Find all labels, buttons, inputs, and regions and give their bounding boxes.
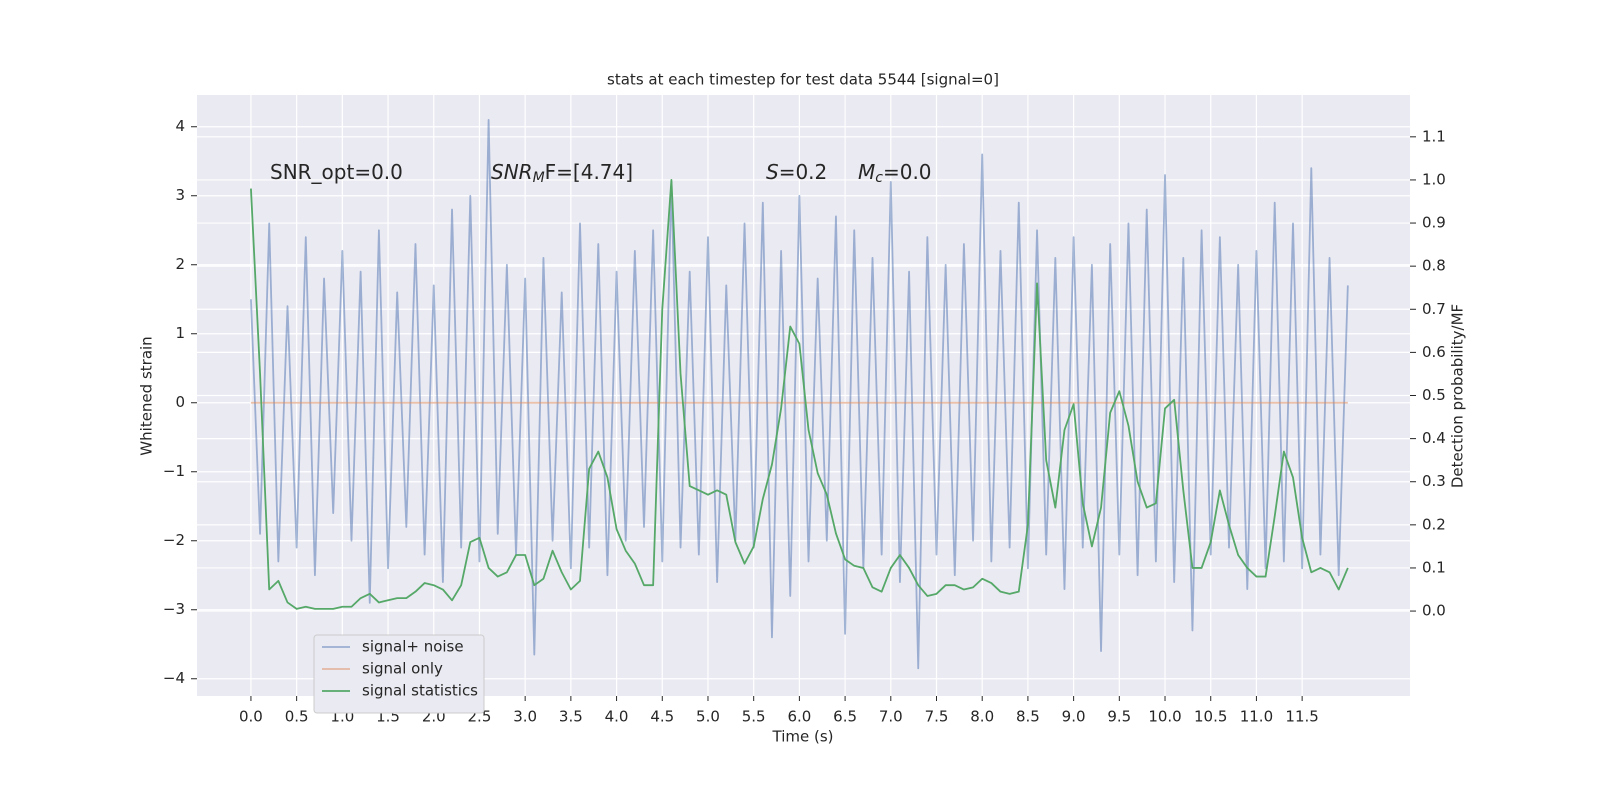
x-tick-label: 6.5 [833, 708, 857, 726]
x-tick-label: 3.0 [513, 708, 537, 726]
y2-tick-label: 0.8 [1422, 257, 1446, 275]
y2-tick-label: 0.5 [1422, 386, 1446, 404]
annotation: S=0.2 [766, 160, 827, 184]
annotation-symbol: M [858, 160, 875, 184]
annotation-text: =0.0 [883, 160, 932, 184]
y2-tick-label: 0.3 [1422, 472, 1446, 490]
annotation: SNRMF=[4.74] [491, 160, 633, 187]
y2-tick-label: 0.9 [1422, 214, 1446, 232]
annotation-subscript: c [875, 170, 883, 186]
x-tick-label: 9.0 [1062, 708, 1086, 726]
y-tick-label: 2 [175, 255, 185, 273]
x-tick-label: 7.0 [879, 708, 903, 726]
y-tick-label: 4 [175, 117, 185, 135]
x-tick-label: 10.5 [1194, 708, 1227, 726]
legend-label: signal+ noise [362, 638, 464, 656]
y2-axis-label: Detection probability/MF [1449, 304, 1467, 488]
y-tick-label: −4 [163, 669, 185, 687]
series-line [250, 118, 1349, 670]
y2-tick-label: 1.1 [1422, 127, 1446, 145]
x-tick-label: 10.0 [1148, 708, 1181, 726]
y-tick-label: −2 [163, 531, 185, 549]
annotation-text: F=[4.74] [545, 160, 633, 184]
x-tick-label: 11.0 [1240, 708, 1273, 726]
y2-tick-label: 0.1 [1422, 558, 1446, 576]
y2-tick-label: 0.4 [1422, 429, 1446, 447]
legend-label: signal only [362, 660, 443, 678]
x-tick-label: 4.0 [605, 708, 629, 726]
y2-tick-label: 0.2 [1422, 515, 1446, 533]
x-tick-label: 0.0 [239, 708, 263, 726]
x-tick-label: 5.0 [696, 708, 720, 726]
x-axis-label: Time (s) [772, 728, 834, 746]
annotation-text: =0.2 [779, 160, 828, 184]
x-tick-label: 3.5 [559, 708, 583, 726]
x-tick-label: 6.0 [787, 708, 811, 726]
annotation-text: SNR_opt=0.0 [270, 160, 403, 184]
legend-label: signal statistics [362, 682, 478, 700]
x-tick-label: 7.5 [925, 708, 949, 726]
annotation-symbol: SNR [491, 160, 533, 184]
annotation: SNR_opt=0.0 [270, 160, 403, 184]
annotation-symbol: S [766, 160, 779, 184]
x-tick-label: 8.5 [1016, 708, 1040, 726]
annotation-subscript: M [533, 170, 545, 186]
y-tick-label: 1 [175, 324, 185, 342]
y-tick-label: 0 [175, 393, 185, 411]
x-tick-label: 9.5 [1107, 708, 1131, 726]
y-tick-label: −1 [163, 462, 185, 480]
chart-title: stats at each timestep for test data 554… [607, 71, 999, 89]
y-tick-label: 3 [175, 186, 185, 204]
y-axis-label: Whitened strain [138, 336, 156, 455]
y2-tick-label: 0.0 [1422, 602, 1446, 620]
y2-tick-label: 1.0 [1422, 170, 1446, 188]
y2-tick-label: 0.6 [1422, 343, 1446, 361]
x-tick-label: 4.5 [650, 708, 674, 726]
x-tick-label: 5.5 [742, 708, 766, 726]
annotation: Mc=0.0 [858, 160, 932, 187]
x-tick-label: 8.0 [970, 708, 994, 726]
x-tick-label: 11.5 [1285, 708, 1318, 726]
x-tick-label: 0.5 [285, 708, 309, 726]
y-tick-label: −3 [163, 600, 185, 618]
legend-box [313, 634, 485, 714]
y2-tick-label: 0.7 [1422, 300, 1446, 318]
series-line [250, 179, 1349, 610]
